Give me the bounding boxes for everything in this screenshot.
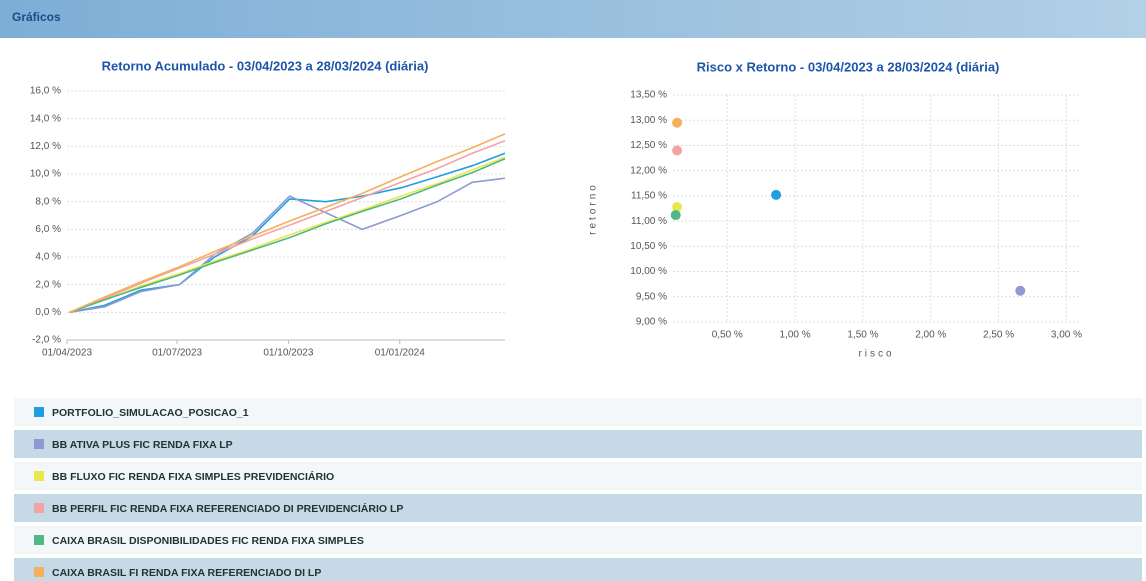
x-axis-label: risco — [858, 349, 894, 360]
chart-title: Risco x Retorno - 03/04/2023 a 28/03/202… — [697, 59, 1000, 74]
y-tick-label: 9,00 % — [636, 317, 667, 328]
y-tick-label: 12,00 % — [630, 165, 667, 176]
legend-swatch — [34, 503, 44, 513]
x-tick-label: 3,00 % — [1051, 330, 1082, 341]
scatter-point — [670, 210, 681, 221]
header-bar — [0, 0, 1146, 38]
y-tick-label: 12,0 % — [30, 141, 61, 152]
chart-title: Retorno Acumulado - 03/04/2023 a 28/03/2… — [102, 58, 429, 73]
legend-row — [14, 526, 1142, 554]
y-tick-label: 11,00 % — [631, 216, 667, 227]
y-tick-label: 6,0 % — [35, 224, 61, 235]
x-tick-label: 01/10/2023 — [263, 348, 313, 359]
y-tick-label: 4,0 % — [35, 252, 61, 263]
x-tick-label: 0,50 % — [712, 330, 743, 341]
series-line — [69, 140, 506, 314]
legend-label: BB FLUXO FIC RENDA FIXA SIMPLES PREVIDEN… — [52, 470, 334, 483]
y-tick-label: 9,50 % — [636, 291, 667, 302]
y-tick-label: 11,50 % — [631, 191, 667, 202]
series-line — [69, 152, 506, 314]
y-tick-label: 0,0 % — [35, 307, 61, 318]
y-tick-label: 10,50 % — [630, 241, 667, 252]
y-tick-label: 2,0 % — [35, 279, 61, 290]
x-tick-label: 01/07/2023 — [152, 348, 202, 359]
x-tick-label: 1,00 % — [780, 330, 811, 341]
legend-row — [14, 430, 1142, 458]
scatter-point — [672, 145, 683, 156]
y-tick-label: 12,50 % — [630, 140, 667, 151]
legend-label: BB PERFIL FIC RENDA FIXA REFERENCIADO DI… — [52, 502, 403, 515]
scatter-point — [771, 189, 782, 200]
x-tick-label: 01/01/2024 — [375, 348, 425, 359]
x-tick-label: 1,50 % — [847, 330, 878, 341]
legend-label: CAIXA BRASIL FI RENDA FIXA REFERENCIADO … — [52, 567, 321, 579]
legend-label: PORTFOLIO_SIMULACAO_POSICAO_1 — [52, 407, 249, 419]
legend-row — [14, 462, 1142, 490]
y-tick-label: 8,0 % — [35, 196, 61, 207]
legend-swatch — [34, 471, 44, 481]
legend-swatch — [34, 535, 44, 545]
y-tick-label: 10,00 % — [630, 266, 667, 277]
series-line — [69, 158, 506, 314]
legend-swatch — [34, 407, 44, 417]
y-tick-label: 10,0 % — [30, 169, 61, 180]
legend-label: BB ATIVA PLUS FIC RENDA FIXA LP — [52, 439, 233, 451]
series-line — [69, 177, 506, 314]
y-tick-label: -2,0 % — [32, 335, 61, 346]
legend-row — [14, 494, 1142, 522]
x-tick-label: 01/04/2023 — [42, 348, 92, 359]
legend-row — [14, 558, 1142, 581]
legend-swatch — [34, 439, 44, 449]
series-line — [69, 133, 506, 314]
scatter-point — [1015, 285, 1026, 296]
series-line — [69, 156, 506, 314]
x-tick-label: 2,50 % — [983, 330, 1014, 341]
section-title: Gráficos — [12, 10, 61, 24]
legend-label: CAIXA BRASIL DISPONIBILIDADES FIC RENDA … — [52, 535, 364, 547]
y-tick-label: 13,50 % — [630, 90, 667, 101]
scatter-point — [672, 201, 683, 212]
x-tick-label: 2,00 % — [915, 330, 946, 341]
y-axis-label: retorno — [588, 182, 599, 235]
scatter-point — [672, 117, 683, 128]
legend-swatch — [34, 567, 44, 577]
y-tick-label: 14,0 % — [30, 113, 61, 124]
y-tick-label: 13,00 % — [630, 115, 667, 126]
legend-row — [14, 398, 1142, 426]
y-tick-label: 16,0 % — [30, 86, 61, 97]
